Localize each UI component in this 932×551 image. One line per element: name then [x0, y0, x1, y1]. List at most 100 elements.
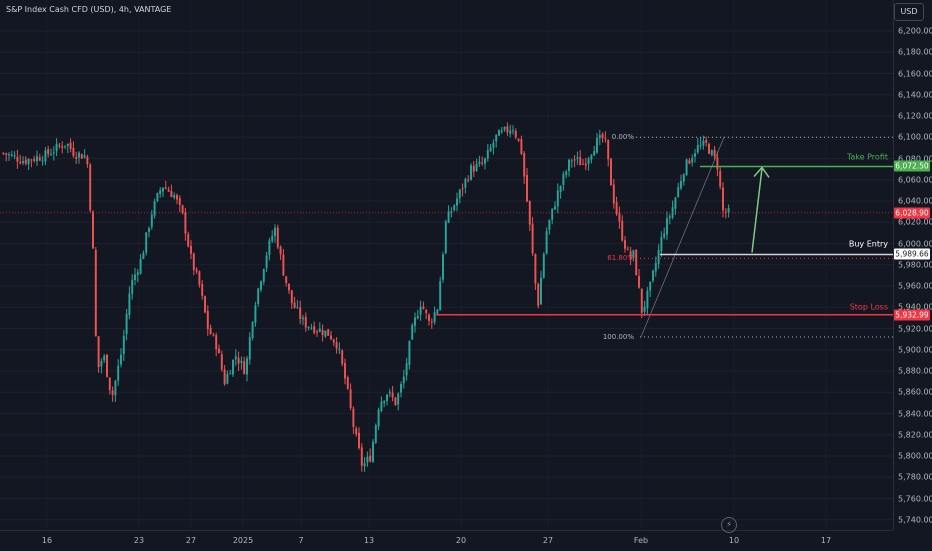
candle-body [388, 391, 391, 394]
candle-body [30, 159, 33, 161]
candle-body [559, 185, 562, 192]
candle-body [640, 288, 643, 313]
candle-body [313, 326, 316, 333]
candle-body [498, 130, 500, 136]
candle-body [290, 290, 293, 304]
candle-body [671, 207, 674, 218]
candle-body [178, 198, 181, 205]
candle-body [635, 249, 638, 276]
candle-body [582, 163, 584, 165]
candle-body [565, 171, 568, 176]
candle-body [383, 400, 386, 403]
candle-body [83, 155, 86, 158]
candle-body [400, 384, 402, 393]
candle-body [134, 274, 136, 280]
candle-body [302, 317, 304, 320]
candle-body [142, 252, 145, 260]
candle-body [86, 156, 89, 165]
time-tick-label: 7 [298, 536, 304, 545]
candle-body [184, 212, 187, 234]
candle-body [344, 363, 346, 379]
candle-body [293, 302, 296, 309]
price-tick-label: 6,180.00 [898, 47, 932, 57]
candle-body [223, 369, 226, 385]
candle-body [374, 425, 377, 443]
take-profit-label: Take Profit [846, 152, 888, 162]
candle-body [50, 154, 52, 156]
candle-body [668, 216, 671, 219]
candle-body [226, 373, 229, 384]
candle-body [352, 408, 355, 427]
fib-trend-line[interactable] [640, 137, 725, 338]
candle-body [274, 227, 276, 237]
time-tick-label: 17 [820, 536, 832, 545]
candle-body [450, 211, 453, 213]
candle-body [100, 360, 103, 367]
candle-body [722, 187, 724, 211]
candle-body [433, 312, 436, 323]
candle-body [117, 365, 120, 381]
candle-body [710, 150, 713, 156]
candle-body [61, 146, 64, 148]
candle-body [369, 455, 372, 462]
candle-body [47, 149, 50, 155]
candle-body [708, 143, 710, 154]
candle-body [279, 246, 282, 255]
candle-body [590, 155, 593, 160]
candle-body [131, 279, 134, 294]
candle-body [442, 254, 444, 280]
time-axis[interactable] [0, 530, 893, 551]
candle-body [638, 275, 640, 288]
currency-button[interactable]: USD [894, 3, 924, 21]
candle-body [128, 293, 131, 316]
candle-body [598, 135, 601, 139]
candle-body [430, 321, 433, 323]
candle-body [41, 160, 44, 162]
candle-body [626, 248, 629, 250]
candle-body [610, 158, 612, 186]
candle-body [453, 205, 456, 211]
candle-body [618, 213, 621, 222]
lightning-icon[interactable]: ⚡ [721, 517, 737, 533]
time-tick-label: 2025 [232, 536, 254, 545]
target-arrow[interactable] [751, 168, 763, 253]
candle-body [346, 377, 349, 389]
candle-body [562, 174, 565, 185]
candle-body [724, 211, 727, 213]
candle-body [386, 394, 388, 401]
candle-body [271, 235, 274, 242]
candle-body [106, 354, 108, 377]
candle-body [5, 153, 8, 155]
candle-body [16, 156, 19, 162]
candle-body [677, 187, 680, 198]
price-tick-label: 5,840.00 [898, 409, 932, 418]
candle-body [500, 130, 503, 132]
candle-body [537, 283, 540, 306]
candle-body [246, 358, 248, 375]
price-tick-label: 6,040.00 [898, 196, 932, 206]
candlestick-plot[interactable] [0, 0, 893, 530]
candle-body [615, 202, 618, 214]
candle-body [579, 157, 582, 166]
candle-body [288, 283, 290, 291]
candle-body [512, 130, 514, 132]
candle-body [285, 276, 288, 284]
candle-body [534, 254, 537, 284]
candle-body [36, 156, 38, 162]
candle-body [481, 162, 484, 164]
candle-body [458, 189, 461, 198]
candle-body [414, 317, 416, 326]
candle-body [593, 151, 596, 156]
candle-body [108, 377, 111, 391]
price-axis[interactable] [893, 0, 932, 530]
candle-body [204, 296, 206, 313]
candle-body [321, 330, 324, 335]
candle-body [24, 159, 27, 164]
candle-body [44, 150, 47, 162]
candle-body [176, 195, 178, 200]
candle-body [209, 327, 212, 335]
candle-body [394, 397, 397, 406]
candle-body [680, 181, 682, 189]
candle-body [666, 218, 668, 235]
